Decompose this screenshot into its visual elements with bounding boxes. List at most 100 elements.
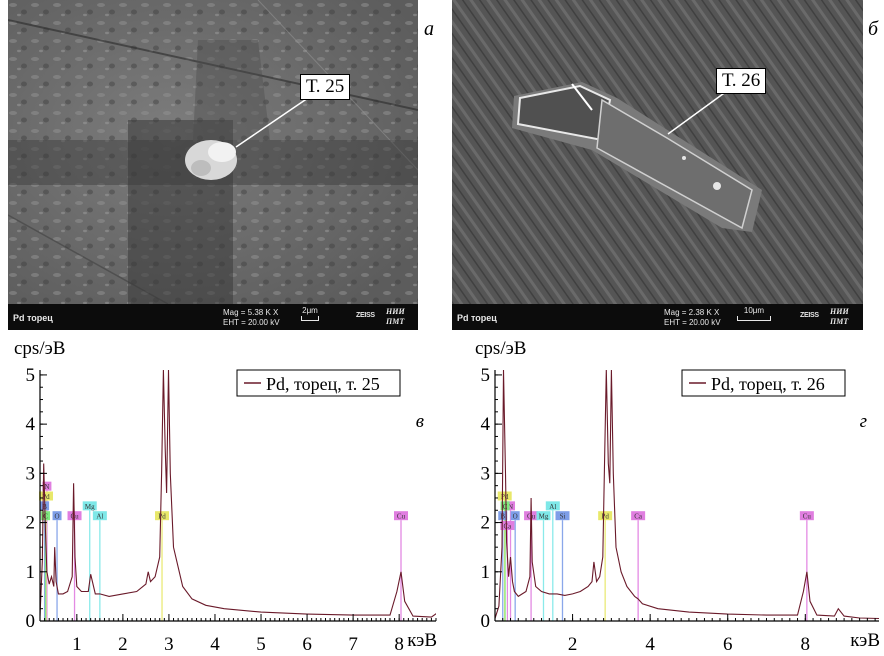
institute-mark: НИИ ПМТ [830,307,849,327]
sample-label: Pd торец [13,313,53,323]
y-tick-label: 0 [481,611,491,632]
y-tick-label: 2 [26,513,36,534]
x-tick-label: 2 [118,634,128,655]
element-marker-label: C [43,513,48,521]
legend-label: Pd, торец, т. 26 [711,374,825,394]
x-tick-label: 5 [256,634,266,655]
legend-label: Pd, торец, т. 25 [266,374,380,394]
element-marker-label: Ca [504,523,513,531]
element-marker-box [536,511,551,521]
element-marker-box [631,511,646,521]
sem-image-a: Pd торец Mag = 5.38 K X EHT = 20.00 kV 2… [8,0,418,330]
eht-voltage: EHT = 20.00 kV [223,318,280,327]
y-tick-label: 3 [26,463,36,484]
institute-mark: НИИ ПМТ [386,307,405,327]
y-tick-label: 2 [481,513,491,534]
scale-bar-label: 10μm [743,306,765,315]
legend-box [681,369,846,397]
element-marker-box [555,511,570,521]
y-tick-label: 5 [26,365,36,386]
y-tick-label: 4 [26,414,36,435]
element-marker-box [394,511,409,521]
legend-box [236,369,401,397]
x-tick-label: 8 [801,634,811,655]
x-tick-label: 8 [394,634,404,655]
x-axis-label: кэВ [850,630,880,651]
element-marker-box [799,511,814,521]
element-marker-box [500,521,515,531]
x-tick-label: 6 [302,634,312,655]
y-tick-label: 1 [481,562,491,583]
y-tick-label: 3 [481,463,491,484]
sem-micrograph-b [452,0,863,304]
element-marker-label: N [508,503,513,511]
institute-mark-line1: НИИ [830,307,849,316]
x-tick-label: 1 [72,634,82,655]
y-tick-label: 5 [481,365,491,386]
element-marker-box [545,501,560,511]
element-marker-box [598,511,613,521]
panel-letter-b: б [868,18,879,40]
element-marker-box [92,511,107,521]
scale-bar: 2μm [298,307,322,323]
element-marker-label: Pd [601,513,609,521]
magnification: Mag = 5.38 K X [223,308,279,317]
element-marker-label: Ca [634,513,643,521]
element-marker-label: Al [96,513,103,521]
element-marker-label: C [503,503,508,511]
eht-voltage: EHT = 20.00 kV [664,318,721,327]
panel-letter-a: а [424,18,434,40]
spectrum-line [40,370,436,618]
sem-info-bar-b: Pd торец Mag = 2.38 K X EHT = 20.00 kV 1… [452,304,863,330]
x-tick-label: 7 [348,634,358,655]
magnification-info: Mag = 2.38 K X EHT = 20.00 kV [664,308,721,328]
y-tick-label: 4 [481,414,491,435]
element-marker-box [510,511,520,521]
x-tick-label: 4 [210,634,220,655]
element-marker-label: Pd [42,493,50,501]
panel-letter-c: в [416,411,424,432]
y-tick-label: 0 [26,611,36,632]
callout-point-25: Т. 25 [300,74,351,100]
magnification: Mag = 2.38 K X [664,308,720,317]
y-tick-label: 1 [26,562,36,583]
institute-mark-line1: НИИ [386,307,405,316]
y-axis-label-c: cps/эВ [14,338,66,359]
element-marker-box [82,501,97,511]
institute-mark-line2: ПМТ [830,317,849,326]
x-tick-label: 3 [164,634,174,655]
sample-label: Pd торец [457,313,497,323]
element-marker-box [497,491,512,501]
x-tick-label: 2 [568,634,578,655]
sem-info-bar-a: Pd торец Mag = 5.38 K X EHT = 20.00 kV 2… [8,304,418,330]
element-marker-label: Mg [85,503,95,511]
element-marker-label: B [500,513,505,521]
institute-mark-line2: ПМТ [386,317,405,326]
element-marker-label: Pd [158,513,166,521]
panel-letter-d: г [860,411,867,432]
element-marker-label: N [44,483,49,491]
element-marker-label: Cu [803,513,812,521]
x-axis-label: кэВ [407,630,437,651]
x-tick-label: 4 [645,634,655,655]
y-axis-label-d: cps/эВ [475,338,527,359]
element-marker-label: O [55,513,60,521]
element-marker-box [506,501,516,511]
element-marker-box [52,511,62,521]
element-marker-label: Si [560,513,566,521]
zeiss-logo: ZEISS [356,312,375,319]
scale-bar: 10μm [734,307,774,323]
element-marker-box [500,501,510,511]
spectrum-line [495,370,879,620]
element-marker-label: Al [549,503,556,511]
element-marker-box [38,491,53,501]
element-marker-box [155,511,170,521]
element-marker-label: O [513,513,518,521]
scale-bar-label: 2μm [302,306,318,315]
x-tick-label: 6 [723,634,733,655]
zeiss-logo: ZEISS [800,312,819,319]
callout-point-26: Т. 26 [716,68,767,94]
magnification-info: Mag = 5.38 K X EHT = 20.00 kV [223,308,280,328]
